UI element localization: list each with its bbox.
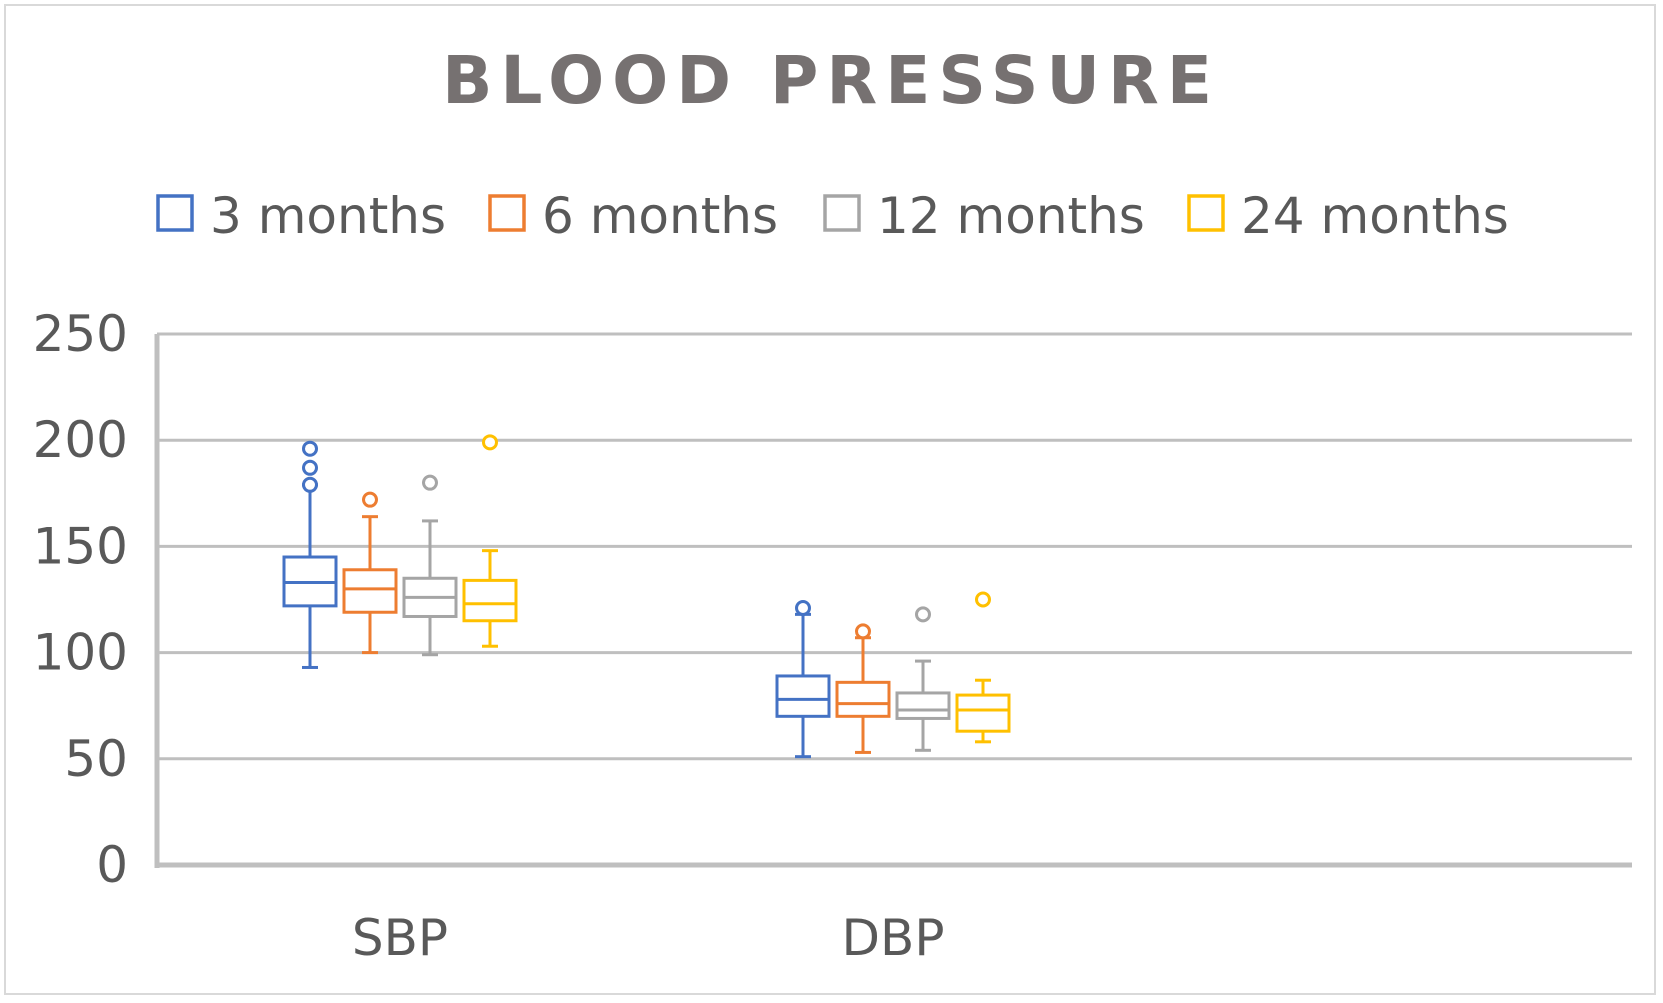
legend-label: 3 months [210,187,446,245]
outlier-point [915,606,931,623]
box-24-months-SBP [462,434,518,648]
legend-label: 12 months [877,187,1145,245]
box-3-months-SBP [282,440,338,669]
x-category-label: DBP [842,909,945,967]
chart-frame [4,4,1656,995]
iqr-box [955,693,1011,733]
legend-item: 24 months [1187,187,1509,245]
outlier-point [855,623,871,640]
outlier-point [482,434,498,451]
y-tick-label: 100 [33,624,128,682]
legend-label: 6 months [542,187,778,245]
chart-title: BLOOD PRESSURE [442,42,1220,119]
box-3-months-DBP [775,599,831,759]
y-tick-label: 0 [96,836,128,894]
iqr-box [462,578,518,623]
y-tick-label: 150 [33,517,128,575]
box-24-months-DBP [955,591,1011,744]
outlier-point [795,599,811,616]
iqr-box [775,674,831,718]
legend-swatch [1187,194,1225,232]
outlier-point [975,591,991,608]
box-series [282,434,1011,759]
x-axis-category-labels: SBP DBP [352,909,945,967]
outlier-point [422,474,438,491]
box-6-months-DBP [835,623,891,754]
y-axis-tick-labels: 0 50 100 150 200 250 [33,305,128,894]
legend-item: 6 months [488,187,778,245]
outlier-point [362,491,378,508]
iqr-box [835,680,891,718]
legend-item: 12 months [823,187,1145,245]
box-12-months-DBP [895,606,951,752]
legend-label: 24 months [1241,187,1509,245]
gridlines [157,332,1632,761]
box-6-months-SBP [342,491,398,655]
outlier-point [302,459,318,476]
y-tick-label: 50 [64,730,128,788]
outlier-point [302,476,318,493]
x-category-label: SBP [352,909,448,967]
legend-swatch [823,194,861,232]
iqr-box [342,568,398,614]
y-tick-label: 200 [33,411,128,469]
box-12-months-SBP [402,474,458,657]
legend: 3 months 6 months 12 months 24 months [156,187,1509,245]
iqr-box [895,691,951,720]
legend-item: 3 months [156,187,446,245]
outlier-point [302,440,318,457]
legend-swatch [488,194,526,232]
legend-swatch [156,194,194,232]
axes [154,334,1632,868]
y-tick-label: 250 [33,305,128,363]
